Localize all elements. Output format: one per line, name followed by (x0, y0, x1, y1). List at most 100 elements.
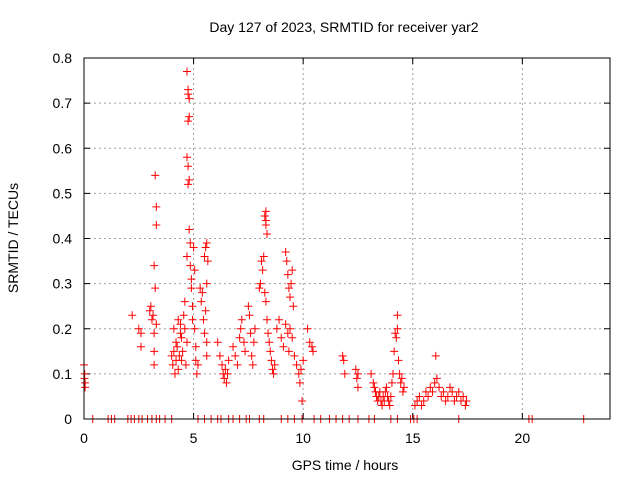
data-point (223, 369, 232, 378)
data-point (268, 365, 277, 374)
data-point (150, 347, 159, 356)
y-tick-label: 0.6 (53, 140, 73, 156)
data-point (196, 284, 205, 293)
data-point (150, 360, 159, 369)
data-point (390, 347, 399, 356)
data-point (391, 329, 400, 338)
data-point (185, 175, 194, 184)
data-point (180, 324, 189, 333)
data-point (191, 356, 200, 365)
data-point (338, 351, 347, 360)
data-point (239, 338, 248, 347)
data-point (286, 324, 295, 333)
data-point (284, 347, 293, 356)
data-point (170, 369, 179, 378)
data-point (424, 392, 433, 401)
data-point (184, 117, 193, 126)
y-tick-label: 0.8 (53, 50, 73, 66)
data-point (185, 112, 194, 121)
data-point (198, 288, 207, 297)
data-point (267, 356, 276, 365)
data-point (261, 216, 270, 225)
data-point (289, 302, 298, 311)
data-point (236, 324, 245, 333)
data-point (134, 324, 143, 333)
data-point (255, 284, 264, 293)
data-point (384, 396, 393, 405)
y-tick-label: 0.4 (53, 231, 73, 247)
data-point (260, 288, 269, 297)
data-point (178, 347, 187, 356)
data-point (191, 342, 200, 351)
data-point (233, 360, 242, 369)
data-point (396, 378, 405, 387)
data-point (188, 315, 197, 324)
data-point (431, 351, 440, 360)
data-point (201, 243, 210, 252)
data-point (177, 333, 186, 342)
data-point (145, 306, 154, 315)
data-point (187, 284, 196, 293)
data-point (279, 342, 288, 351)
data-point (288, 333, 297, 342)
data-point (183, 252, 192, 261)
data-point (439, 387, 448, 396)
y-tick-label: 0.7 (53, 95, 73, 111)
data-point (443, 392, 452, 401)
data-point (261, 297, 270, 306)
data-point (184, 180, 193, 189)
data-point (174, 315, 183, 324)
data-point (454, 387, 463, 396)
data-point (309, 347, 318, 356)
data-point (399, 383, 408, 392)
data-point (183, 67, 192, 76)
data-point (353, 369, 362, 378)
data-point (202, 239, 211, 248)
data-point (183, 153, 192, 162)
data-point (203, 257, 212, 266)
data-point (213, 338, 222, 347)
data-point (288, 266, 297, 275)
data-point (220, 374, 229, 383)
data-point (299, 356, 308, 365)
data-point (353, 383, 362, 392)
data-point (284, 284, 293, 293)
y-tick-label: 0.5 (53, 185, 73, 201)
data-point (283, 329, 292, 338)
data-point (430, 378, 439, 387)
data-point (307, 342, 316, 351)
data-point (169, 324, 178, 333)
data-point (246, 329, 255, 338)
x-axis-label: GPS time / hours (292, 457, 399, 473)
data-point (202, 279, 211, 288)
data-point (261, 207, 270, 216)
data-point (417, 401, 426, 410)
axis-ticks (83, 57, 610, 420)
data-point (281, 320, 290, 329)
grid-lines (84, 58, 610, 419)
data-point (222, 378, 231, 387)
data-point (229, 342, 238, 351)
data-point (378, 401, 387, 410)
data-point (275, 315, 284, 324)
data-point (241, 347, 250, 356)
data-point (298, 396, 307, 405)
data-point (176, 320, 185, 329)
data-point (339, 356, 348, 365)
data-point (259, 252, 268, 261)
data-point (181, 360, 190, 369)
data-point (199, 315, 208, 324)
data-point (136, 329, 145, 338)
data-point (192, 369, 201, 378)
data-point (150, 329, 159, 338)
data-point (186, 261, 195, 270)
data-point (269, 369, 278, 378)
data-point (286, 293, 295, 302)
x-tick-label: 0 (80, 430, 88, 446)
data-point (147, 315, 156, 324)
data-point (200, 329, 209, 338)
data-point (462, 396, 471, 405)
data-point (367, 369, 376, 378)
data-point (237, 315, 246, 324)
data-point (201, 306, 210, 315)
